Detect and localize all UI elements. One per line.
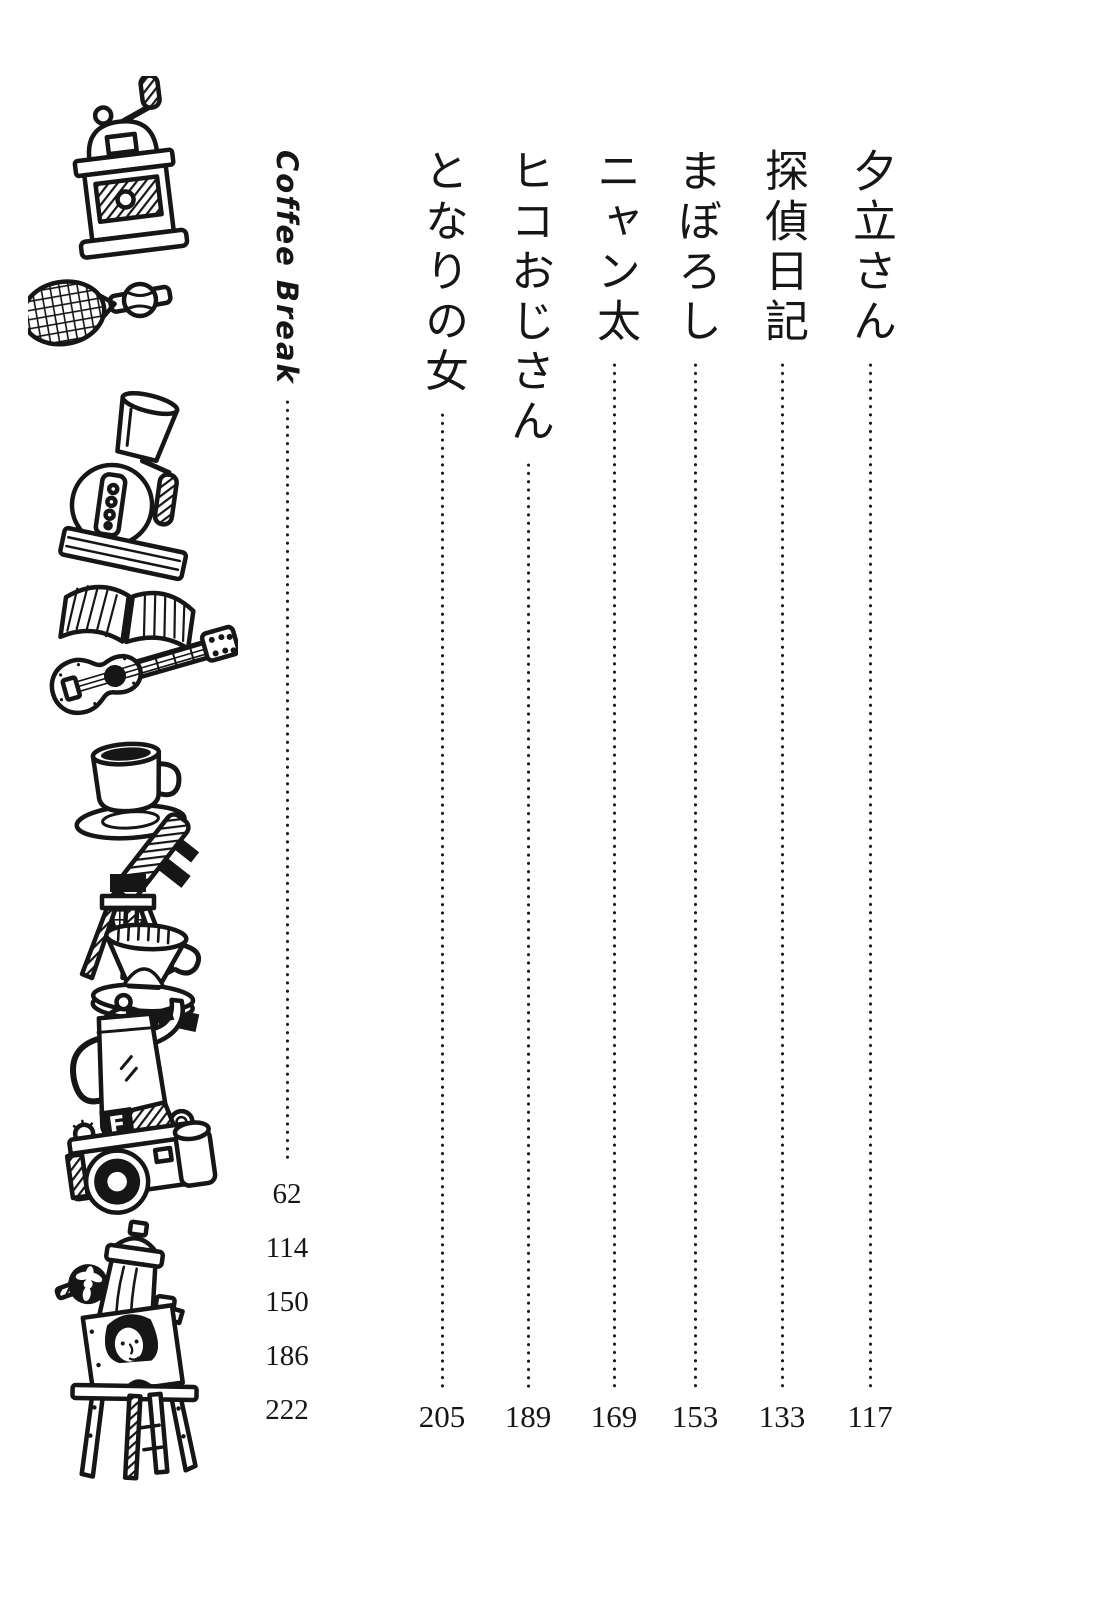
dotted-leader [525,461,531,1392]
toc-entry-title: まぼろし [669,148,721,348]
coffee-break-page-number: 150 [265,1285,309,1318]
toc-entry-title: ヒコおじさん [502,148,554,448]
coffee-break-page-number: 186 [265,1339,309,1372]
illustration-strip: F [28,76,238,1481]
dotted-leader [867,361,873,1392]
dotted-leader [284,397,290,1162]
guitar-icon [49,624,238,715]
dotted-leader [439,411,445,1392]
toc-entry-title: ニャン太 [588,148,640,348]
toc-entry-page-number: 133 [758,1399,806,1434]
open-book-icon [58,584,196,651]
toc-entry-title: 夕立さん [844,148,896,348]
toc-entry-page-number: 153 [671,1399,719,1434]
coffee-break-page-numbers: 62 114 150 186 222 [265,1167,309,1437]
toc-entry-page-number: 117 [847,1399,893,1434]
tennis-ball-icon [121,281,159,319]
coffee-break-page-number: 222 [265,1393,309,1426]
toc-entry-page-number: 169 [590,1399,638,1434]
toc-entry-hiko-ojisan: ヒコおじさん 189 [500,148,556,1437]
siphon-coffee-maker-icon [69,391,180,548]
camera-icon: F [64,1100,218,1215]
coffee-break-title: Coffee Break [270,150,304,385]
coffee-grinder-icon [72,76,190,260]
dotted-leader [779,361,785,1392]
toc-entry-coffee-break: Coffee Break 62 114 150 186 222 [245,148,329,1437]
closed-book-icon [58,525,189,582]
toc-entry-tantei-nikki: 探偵日記 133 [754,148,810,1437]
toc-entry-tonari-no-onna: となりの女 205 [414,148,470,1437]
coffee-break-page-number: 62 [272,1177,302,1210]
toc-entry-yudachi-san: 夕立さん 117 [842,148,898,1437]
toc-entry-nyanta: ニャン太 169 [586,148,642,1437]
dotted-leader [611,361,617,1392]
toc-entry-title: 探偵日記 [756,148,808,348]
toc-entry-page-number: 189 [504,1399,552,1434]
toc-entry-page-number: 205 [418,1399,466,1434]
dotted-leader [692,361,698,1392]
toc-entry-title: となりの女 [416,148,468,398]
coffee-break-page-number: 114 [265,1231,309,1264]
easel-portrait-icon [70,1303,199,1481]
toc-entry-maboroshi: まぼろし 153 [667,148,723,1437]
